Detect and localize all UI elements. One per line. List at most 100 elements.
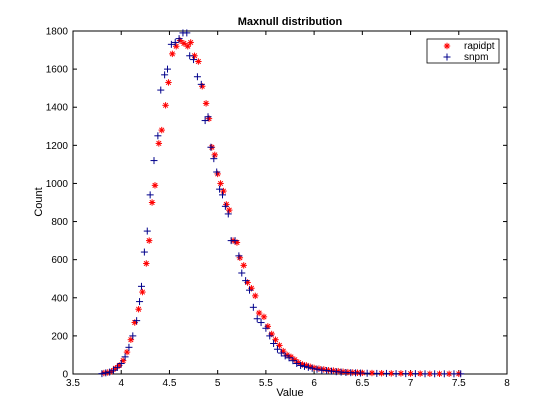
data-point-rapidpt bbox=[148, 199, 156, 206]
data-point-snpm bbox=[356, 369, 364, 377]
data-point-rapidpt bbox=[151, 182, 159, 189]
data-point-snpm bbox=[143, 227, 151, 235]
data-point-snpm bbox=[281, 352, 289, 360]
y-tick-label: 400 bbox=[51, 293, 68, 304]
y-tick-label: 1200 bbox=[46, 141, 69, 152]
data-point-snpm bbox=[204, 113, 212, 121]
y-tick-label: 0 bbox=[62, 370, 68, 381]
y-tick-label: 1800 bbox=[46, 27, 69, 38]
legend-plus-icon bbox=[443, 53, 451, 61]
data-point-snpm bbox=[373, 369, 381, 377]
data-point-snpm bbox=[450, 370, 458, 378]
y-axis-label: Count bbox=[33, 187, 45, 216]
data-point-snpm bbox=[113, 363, 121, 371]
data-point-snpm bbox=[289, 357, 297, 365]
data-point-snpm bbox=[175, 35, 183, 43]
data-point-snpm bbox=[167, 40, 175, 48]
data-point-snpm bbox=[293, 360, 301, 368]
data-point-snpm bbox=[323, 367, 331, 375]
y-tick-label: 200 bbox=[51, 331, 68, 342]
data-point-snpm bbox=[363, 369, 371, 377]
data-point-snpm bbox=[411, 370, 419, 378]
data-point-snpm bbox=[431, 370, 439, 378]
data-point-rapidpt bbox=[240, 262, 247, 269]
series-snpm bbox=[98, 29, 465, 378]
data-point-snpm bbox=[253, 315, 261, 323]
x-tick-label: 4 bbox=[118, 378, 124, 389]
data-point-rapidpt bbox=[211, 151, 218, 159]
data-point-snpm bbox=[218, 191, 226, 199]
x-tick-label: 5.5 bbox=[259, 378, 273, 389]
data-point-snpm bbox=[201, 117, 209, 125]
data-point-snpm bbox=[207, 143, 215, 151]
data-point-snpm bbox=[308, 364, 316, 372]
data-point-snpm bbox=[102, 369, 110, 377]
data-point-snpm bbox=[171, 38, 179, 46]
data-point-snpm bbox=[277, 349, 285, 357]
data-point-snpm bbox=[186, 52, 194, 60]
chart-title: Maxnull distribution bbox=[238, 16, 343, 28]
legend-asterisk-icon bbox=[443, 42, 451, 50]
series-layer bbox=[98, 29, 465, 378]
legend-label-rapidpt: rapidpt bbox=[464, 41, 495, 52]
data-point-snpm bbox=[266, 332, 274, 340]
data-point-snpm bbox=[262, 324, 270, 332]
data-point-snpm bbox=[382, 369, 390, 377]
x-tick-label: 5 bbox=[215, 378, 221, 389]
data-point-snpm bbox=[216, 185, 224, 193]
legend-label-snpm: snpm bbox=[464, 52, 488, 63]
data-point-snpm bbox=[327, 367, 335, 375]
data-point-snpm bbox=[197, 80, 205, 88]
data-point-snpm bbox=[161, 71, 169, 79]
plot-area bbox=[72, 30, 508, 375]
y-axis: 0 200 400 600 800 1000 1200 1400 1600 1800 bbox=[46, 27, 507, 381]
data-point-snpm bbox=[154, 132, 162, 140]
x-tick-label: 7.5 bbox=[452, 378, 466, 389]
data-point-rapidpt bbox=[169, 50, 176, 58]
data-point-snpm bbox=[137, 282, 145, 290]
data-point-snpm bbox=[129, 332, 137, 340]
x-axis: 3.5 4 4.5 5 5.5 6 6.5 7 7.5 8 bbox=[66, 31, 510, 389]
data-point-snpm bbox=[146, 191, 154, 199]
data-point-snpm bbox=[300, 362, 308, 370]
legend-marker-snpm bbox=[443, 53, 451, 61]
data-point-snpm bbox=[313, 365, 321, 373]
data-point-snpm bbox=[150, 157, 158, 165]
data-point-snpm bbox=[457, 370, 465, 378]
data-point-rapidpt bbox=[158, 126, 165, 134]
data-point-snpm bbox=[285, 354, 293, 362]
x-tick-label: 7 bbox=[408, 378, 414, 389]
data-point-rapidpt bbox=[162, 102, 169, 109]
data-point-rapidpt bbox=[139, 288, 146, 296]
data-point-snpm bbox=[231, 237, 239, 245]
x-tick-label: 6.5 bbox=[355, 378, 369, 389]
data-point-rapidpt bbox=[195, 58, 202, 65]
data-point-snpm bbox=[193, 73, 201, 81]
data-point-snpm bbox=[249, 303, 257, 311]
data-point-snpm bbox=[213, 168, 221, 176]
data-point-rapidpt bbox=[184, 43, 191, 50]
data-point-rapidpt bbox=[135, 306, 142, 313]
data-point-rapidpt bbox=[187, 39, 194, 46]
data-point-rapidpt bbox=[226, 206, 233, 214]
x-tick-label: 8 bbox=[504, 378, 510, 389]
legend-marker-rapidpt bbox=[443, 42, 451, 50]
y-tick-label: 800 bbox=[51, 217, 68, 228]
data-point-snpm bbox=[140, 248, 148, 256]
axes-box bbox=[72, 30, 508, 375]
data-point-rapidpt bbox=[165, 79, 172, 86]
x-tick-label: 6 bbox=[311, 378, 317, 389]
data-point-snpm bbox=[136, 298, 144, 306]
data-point-snpm bbox=[242, 277, 250, 285]
legend: rapidpt snpm bbox=[426, 38, 500, 64]
data-point-snpm bbox=[245, 286, 253, 294]
data-point-snpm bbox=[121, 353, 129, 361]
data-point-snpm bbox=[190, 56, 198, 64]
x-tick-label: 4.5 bbox=[162, 378, 176, 389]
data-point-snpm bbox=[157, 86, 165, 94]
data-point-snpm bbox=[210, 155, 218, 163]
data-point-snpm bbox=[257, 319, 265, 327]
legend-box bbox=[426, 38, 500, 64]
